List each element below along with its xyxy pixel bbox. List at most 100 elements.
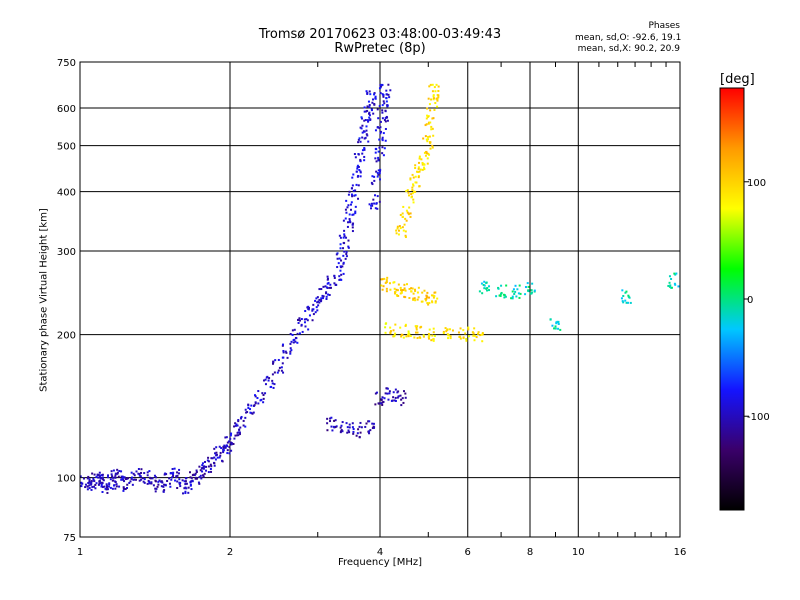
scatter-point	[101, 478, 104, 481]
scatter-point	[282, 351, 285, 354]
scatter-point	[670, 286, 673, 289]
scatter-point	[360, 117, 363, 120]
scatter-point	[408, 297, 411, 300]
scatter-point	[431, 146, 434, 149]
scatter-point	[334, 283, 337, 286]
scatter-point	[120, 478, 123, 481]
scatter-point	[427, 97, 430, 100]
scatter-point	[385, 290, 388, 293]
scatter-point	[625, 301, 628, 304]
scatter-point	[357, 165, 360, 168]
scatter-point	[533, 289, 536, 292]
scatter-point	[93, 473, 96, 476]
scatter-point	[358, 435, 361, 438]
scatter-point	[351, 187, 354, 190]
scatter-point	[381, 136, 384, 139]
scatter-point	[407, 212, 410, 215]
scatter-point	[246, 411, 249, 414]
scatter-point	[627, 301, 630, 304]
scatter-point	[549, 318, 552, 321]
scatter-point	[423, 289, 426, 292]
scatter-point	[378, 200, 381, 203]
scatter-point	[446, 333, 449, 336]
scatter-point	[359, 158, 362, 161]
scatter-point	[171, 473, 174, 476]
scatter-point	[411, 186, 414, 189]
scatter-point	[377, 156, 380, 159]
scatter-point	[442, 330, 445, 333]
scatter-point	[245, 411, 248, 414]
y-axis-label: Stationary phase Virtual Height [km]	[38, 208, 50, 392]
scatter-point	[361, 149, 364, 152]
scatter-point	[338, 257, 341, 260]
scatter-point	[132, 472, 135, 475]
scatter-point	[350, 201, 353, 204]
scatter-point	[415, 328, 418, 331]
scatter-point	[462, 329, 465, 332]
scatter-point	[348, 218, 351, 221]
scatter-point	[357, 174, 360, 177]
scatter-point	[424, 297, 427, 300]
scatter-point	[143, 478, 146, 481]
scatter-point	[178, 483, 181, 486]
colorbar-gradient	[719, 87, 745, 511]
scatter-point	[335, 425, 338, 428]
scatter-point	[154, 480, 157, 483]
scatter-point	[380, 278, 383, 281]
scatter-point	[97, 476, 100, 479]
scatter-point	[381, 152, 384, 155]
scatter-point	[87, 475, 90, 478]
scatter-point	[383, 147, 386, 150]
scatter-point	[114, 481, 117, 484]
scatter-point	[526, 282, 529, 285]
scatter-point	[115, 485, 118, 488]
scatter-point	[524, 293, 527, 296]
scatter-point	[473, 339, 476, 342]
scatter-point	[342, 241, 345, 244]
scatter-point	[371, 204, 374, 207]
scatter-point	[382, 100, 385, 103]
scatter-point	[397, 283, 400, 286]
scatter-point	[209, 463, 212, 466]
scatter-point	[364, 425, 367, 428]
scatter-point	[339, 236, 342, 239]
scatter-point	[340, 259, 343, 262]
scatter-point	[407, 330, 410, 333]
scatter-point	[462, 336, 465, 339]
scatter-point	[375, 170, 378, 173]
scatter-point	[327, 281, 330, 284]
x-tick-label: 4	[377, 547, 383, 558]
scatter-point	[125, 487, 128, 490]
scatter-point	[464, 332, 467, 335]
scatter-point	[426, 291, 429, 294]
scatter-point	[472, 334, 475, 337]
scatter-point	[472, 332, 475, 335]
scatter-point	[314, 299, 317, 302]
scatter-point	[366, 105, 369, 108]
scatter-point	[152, 484, 155, 487]
phases-x-stats: mean, sd,X: 90.2, 20.9	[577, 44, 680, 54]
scatter-point	[531, 282, 534, 285]
scatter-point	[244, 408, 247, 411]
scatter-point	[367, 119, 370, 122]
scatter-point	[399, 227, 402, 230]
y-tick-label: 500	[57, 142, 76, 153]
scatter-point	[327, 293, 330, 296]
scatter-point	[418, 155, 421, 158]
scatter-point	[234, 434, 237, 437]
scatter-point	[374, 207, 377, 210]
scatter-point	[428, 335, 431, 338]
scatter-point	[367, 430, 370, 433]
scatter-point	[298, 332, 301, 335]
scatter-point	[486, 287, 489, 290]
scatter-point	[355, 183, 358, 186]
scatter-point	[239, 426, 242, 429]
scatter-point	[124, 478, 127, 481]
scatter-point	[370, 181, 373, 184]
scatter-point	[316, 301, 319, 304]
scatter-point	[338, 278, 341, 281]
scatter-point	[393, 335, 396, 338]
scatter-point	[130, 476, 133, 479]
scatter-point	[122, 489, 125, 492]
scatter-point	[371, 175, 374, 178]
